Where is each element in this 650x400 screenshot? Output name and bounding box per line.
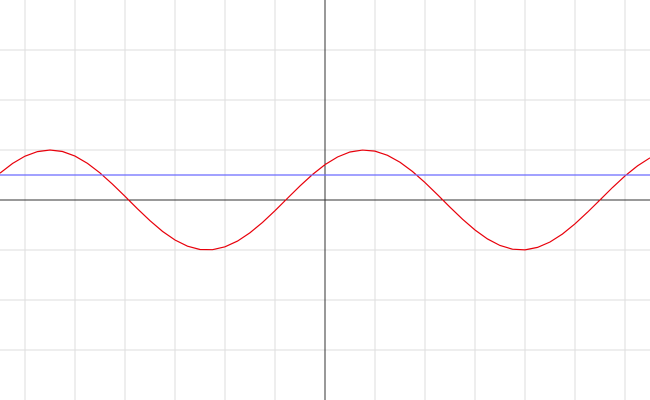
curve xyxy=(0,149,650,251)
